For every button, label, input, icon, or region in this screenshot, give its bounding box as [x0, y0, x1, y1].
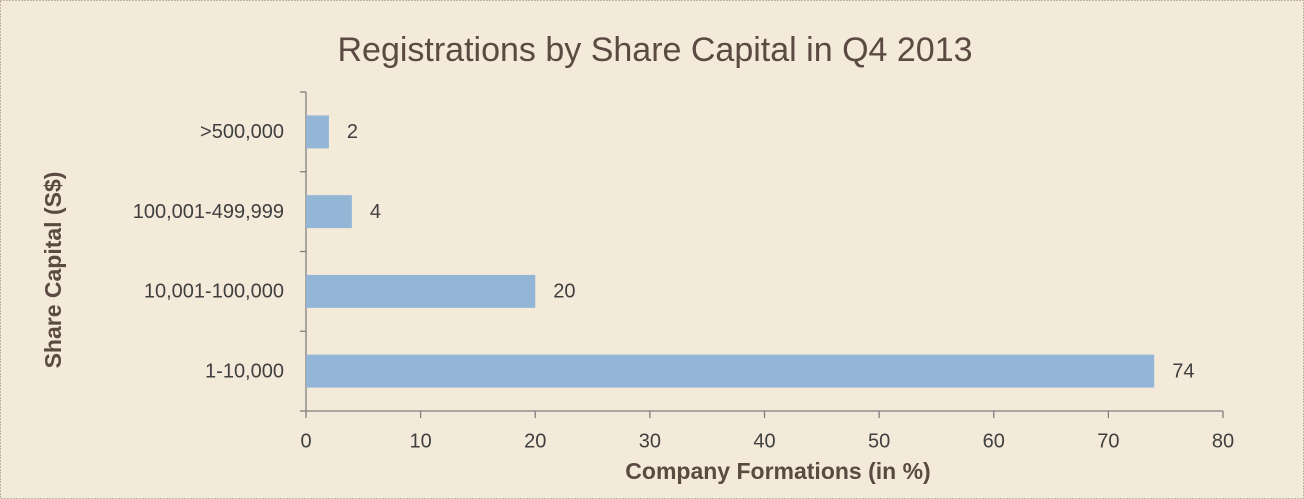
x-tick-label: 30 [639, 430, 661, 452]
x-tick-label: 40 [753, 430, 775, 452]
y-axis-label: Share Capital (S$) [40, 172, 66, 369]
bar [306, 354, 1155, 388]
x-tick-label: 20 [524, 430, 546, 452]
x-tick-label: 80 [1212, 430, 1234, 452]
x-tick-label: 50 [868, 430, 890, 452]
value-label: 4 [370, 201, 381, 223]
x-tick-label: 0 [300, 430, 311, 452]
x-axis-label: Company Formations (in %) [625, 458, 930, 484]
y-tick-label: 100,001-499,999 [133, 201, 284, 223]
chart-title: Registrations by Share Capital in Q4 201… [337, 31, 972, 69]
x-tick-label: 10 [410, 430, 432, 452]
value-label: 2 [347, 121, 358, 143]
y-tick-label: 10,001-100,000 [144, 281, 284, 303]
x-tick-label: 70 [1097, 430, 1119, 452]
value-label: 74 [1172, 360, 1194, 382]
value-label: 20 [553, 281, 575, 303]
bar [306, 115, 329, 149]
y-tick-label: >500,000 [200, 121, 284, 143]
y-tick-label: 1-10,000 [205, 360, 284, 382]
x-tick-label: 60 [983, 430, 1005, 452]
bar [306, 195, 352, 229]
bar [306, 274, 536, 308]
